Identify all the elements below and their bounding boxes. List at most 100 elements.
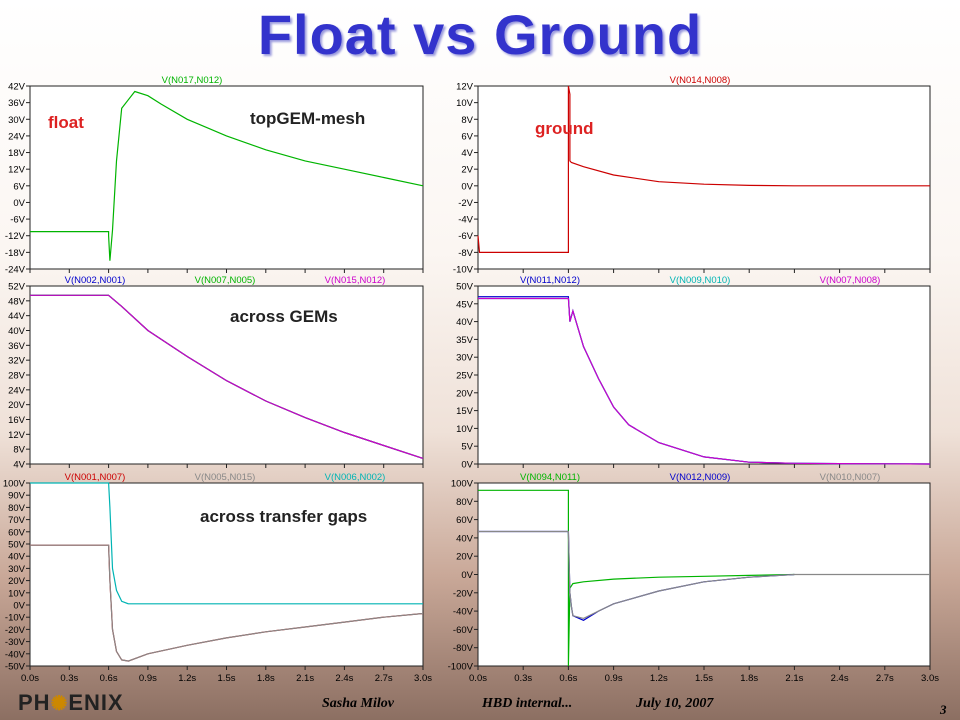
- x-tick-label: 2.1s: [785, 673, 803, 684]
- plot-frame: [29, 482, 424, 667]
- series-line-3: [478, 530, 930, 620]
- series-line-1: [477, 85, 930, 253]
- y-tick-label: -60V: [453, 625, 474, 636]
- y-tick-label: 40V: [8, 552, 26, 563]
- y-tick-label: 30V: [456, 353, 474, 364]
- series-line-1: [30, 90, 424, 261]
- chart-top-left: 42V 36V 30V 24V 18V 12V 6V 0V -6V -12V -18V -24V V(N…: [5, 75, 424, 276]
- x-tick-label: 2.4s: [831, 673, 849, 684]
- y-tick-label: 4V: [461, 148, 473, 159]
- y-tick-label: 36V: [8, 341, 26, 352]
- y-tick-label: -6V: [10, 215, 25, 226]
- x-tick-label: 2.1s: [296, 673, 314, 684]
- y-tick-label: -50V: [5, 662, 26, 673]
- y-tick-label: -18V: [5, 248, 26, 259]
- chart-annotation: across transfer gaps: [200, 507, 367, 526]
- y-tick-label: 20V: [456, 388, 474, 399]
- y-tick-label: -12V: [5, 231, 26, 242]
- y-tick-label: -40V: [453, 607, 474, 618]
- y-tick-label: 35V: [456, 335, 474, 346]
- y-tick-label: 20V: [8, 576, 26, 587]
- phenix-logo: PH✺ENIX: [18, 690, 124, 716]
- chart-annotation: across GEMs: [230, 307, 338, 326]
- x-tick-label: 0.0s: [21, 673, 39, 684]
- y-tick-label: 6V: [461, 131, 473, 142]
- y-tick-label: 4V: [13, 460, 25, 471]
- x-tick-label: 1.8s: [740, 673, 758, 684]
- y-tick-label: -80V: [453, 643, 474, 654]
- y-tick-label: -6V: [458, 231, 473, 242]
- y-tick-label: 100V: [3, 479, 26, 490]
- legend-entry: V(N009,N010): [670, 275, 731, 286]
- y-tick-label: 8V: [461, 115, 473, 126]
- y-tick-label: 18V: [8, 148, 26, 159]
- y-tick-label: 0V: [13, 198, 25, 209]
- y-tick-label: 10V: [8, 588, 26, 599]
- y-tick-label: 15V: [456, 406, 474, 417]
- y-tick-label: -20V: [453, 588, 474, 599]
- chart-top-right: 12V 10V 8V 6V 4V 2V 0V -2V -4V -6V -8V -10V V(N014,N…: [453, 75, 931, 276]
- chart-annotation: float: [48, 113, 84, 132]
- series-line-2: [30, 544, 424, 662]
- y-tick-label: -30V: [5, 637, 26, 648]
- y-tick-label: 50V: [456, 282, 474, 293]
- series-line-3: [30, 294, 424, 459]
- series-line-1: [478, 489, 795, 667]
- plot-frame: [29, 285, 424, 465]
- x-tick-label: 1.5s: [695, 673, 713, 684]
- x-tick-label: 2.4s: [335, 673, 353, 684]
- legend-entry: V(N015,N012): [325, 275, 386, 286]
- y-tick-label: -20V: [5, 625, 26, 636]
- y-tick-label: -100V: [448, 662, 474, 673]
- y-tick-label: 60V: [8, 527, 26, 538]
- y-tick-label: 30V: [8, 115, 26, 126]
- x-tick-label: 3.0s: [414, 673, 432, 684]
- x-tick-label: 0.0s: [469, 673, 487, 684]
- y-tick-label: -40V: [5, 649, 26, 660]
- y-tick-label: 60V: [456, 515, 474, 526]
- y-tick-label: 0V: [13, 601, 25, 612]
- footer-subject: HBD internal...: [482, 696, 573, 711]
- x-tick-label: 0.9s: [605, 673, 623, 684]
- y-tick-label: -10V: [453, 265, 474, 276]
- x-tick-label: 3.0s: [921, 673, 939, 684]
- y-tick-label: 52V: [8, 282, 26, 293]
- y-tick-label: 40V: [456, 533, 474, 544]
- y-tick-label: 24V: [8, 131, 26, 142]
- legend-entry: V(N006,N002): [325, 472, 386, 483]
- y-tick-label: 24V: [8, 385, 26, 396]
- y-tick-label: 80V: [456, 497, 474, 508]
- legend-entry: V(N011,N012): [520, 275, 580, 286]
- chart-annotation: ground: [535, 119, 594, 138]
- plot-frame: [29, 85, 424, 270]
- y-tick-label: 40V: [8, 326, 26, 337]
- y-tick-label: 36V: [8, 98, 26, 109]
- legend-entry: V(N007,N008): [820, 275, 881, 286]
- y-tick-label: -24V: [5, 265, 26, 276]
- y-tick-label: 12V: [8, 165, 26, 176]
- y-tick-label: 0V: [461, 181, 473, 192]
- y-tick-label: 48V: [8, 296, 26, 307]
- series-line-3: [478, 297, 931, 465]
- y-tick-label: 80V: [8, 503, 26, 514]
- x-tick-label: 0.3s: [60, 673, 78, 684]
- legend-entry: V(N007,N005): [195, 275, 256, 286]
- logo-text-b: ENIX: [68, 690, 124, 715]
- y-tick-label: 10V: [456, 424, 474, 435]
- chart-middle-left: 52V 48V 44V 40V 36V 32V 28V 24V 20V 16V 12V 8V 4V V(N…: [8, 275, 424, 471]
- x-tick-label: 0.3s: [514, 673, 532, 684]
- y-tick-label: 10V: [456, 98, 474, 109]
- legend-entry: V(N005,N015): [195, 472, 256, 483]
- legend-entry: V(N001,N007): [65, 472, 126, 483]
- series-line-3: [30, 482, 423, 605]
- y-tick-label: 44V: [8, 311, 26, 322]
- y-tick-label: -2V: [458, 198, 473, 209]
- legend-entry: V(N002,N001): [65, 275, 126, 286]
- y-tick-label: 5V: [461, 442, 473, 453]
- chart-middle-right: 50V 45V 40V 35V 30V 25V 20V 15V 10V 5V 0V V(N011,N0…: [456, 275, 931, 471]
- y-tick-label: 32V: [8, 356, 26, 367]
- legend-entry: V(N010,N007): [820, 472, 881, 483]
- y-tick-label: 30V: [8, 564, 26, 575]
